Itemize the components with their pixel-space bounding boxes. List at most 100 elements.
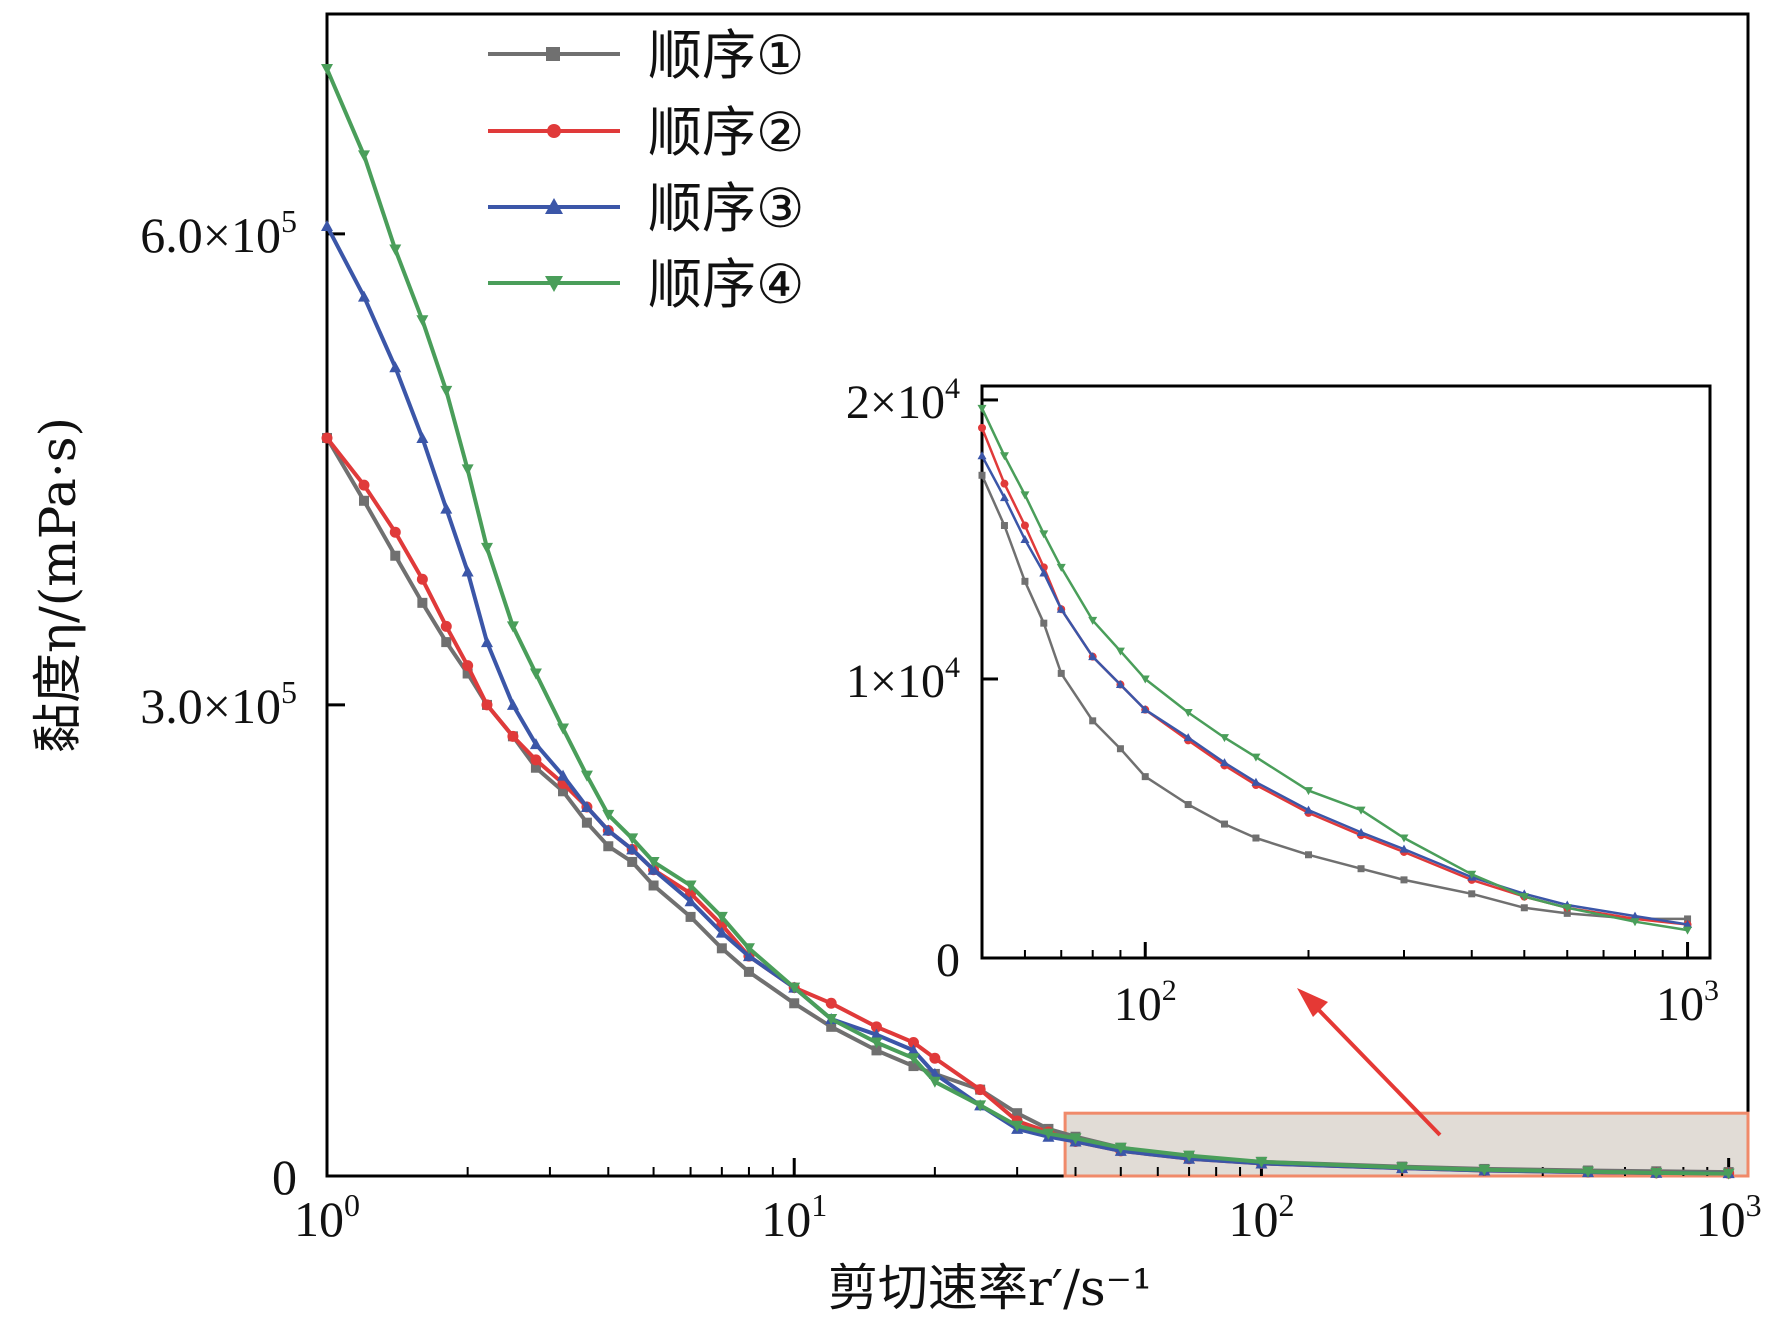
legend-label-1: 顺序① (648, 24, 804, 87)
x-axis-title: 剪切速率r′/s⁻¹ (828, 1259, 1152, 1317)
main-data-point (826, 1021, 837, 1032)
main-data-point (788, 982, 801, 994)
x-tick-label: 102 (1228, 1187, 1294, 1247)
main-data-point (530, 754, 542, 766)
legend-label-4: 顺序④ (648, 253, 804, 316)
main-data-point (871, 1045, 882, 1056)
highlight-arrow (1310, 1001, 1442, 1137)
main-data-point (870, 1028, 883, 1040)
inset-data-point (1303, 805, 1313, 814)
inset-data-point (1252, 834, 1260, 842)
inset-data-point (1089, 717, 1097, 725)
main-data-point (648, 880, 659, 891)
main-data-point (870, 1021, 882, 1033)
main-data-point (627, 856, 638, 867)
inset-y-tick-label: 0 (936, 934, 960, 987)
inset-data-point (1040, 619, 1048, 627)
main-data-point (580, 800, 593, 812)
main-data-point (462, 668, 473, 679)
main-data-point (557, 723, 570, 735)
inset-data-point (1251, 777, 1261, 786)
inset-data-point (1562, 904, 1572, 913)
main-data-point (1114, 1142, 1127, 1154)
main-data-point (321, 432, 333, 444)
main-data-point (358, 495, 369, 506)
inset-data-point (1467, 870, 1477, 879)
main-data-point (1011, 1120, 1024, 1132)
main-data-point (440, 385, 453, 397)
main-data-point (603, 841, 614, 852)
legend-label-3: 顺序③ (648, 177, 804, 240)
inset-y-tick-label: 2×104 (846, 372, 960, 429)
inset-data-point (1356, 806, 1366, 815)
legend-item-4: 顺序④ (488, 253, 804, 316)
inset-data-point (1115, 680, 1125, 689)
main-data-point (1012, 1108, 1023, 1119)
main-data-point (416, 315, 429, 327)
inset-series-square (978, 471, 1692, 923)
main-data-point (506, 621, 519, 633)
inset-data-point (1251, 753, 1261, 762)
inset-data-point (1304, 851, 1312, 859)
inset-data-point (1020, 521, 1029, 530)
main-data-point (1255, 1156, 1268, 1168)
main-data-point (390, 550, 401, 561)
inset-data-point (1683, 926, 1693, 935)
main-series-triangle-down (321, 63, 1735, 1180)
main-data-point (907, 1053, 920, 1065)
main-data-point (580, 770, 593, 782)
main-data-point (506, 698, 519, 710)
y-tick-label: 0 (272, 1149, 297, 1205)
main-data-point (602, 824, 615, 836)
inset-data-point (1088, 616, 1098, 625)
main-data-point (789, 998, 800, 1009)
inset-data-point (1183, 708, 1193, 717)
main-data-point (321, 63, 333, 75)
inset-data-point (1356, 827, 1366, 836)
main-data-point (389, 526, 401, 538)
main-data-point (1650, 1167, 1663, 1179)
inset-x-tick-label: 102 (1114, 974, 1177, 1031)
legend-label-2: 顺序② (648, 101, 804, 164)
y-tick-label: 3.0×105 (140, 674, 297, 734)
main-data-point (626, 833, 639, 845)
inset-data-point (1140, 675, 1150, 684)
main-data-point (530, 762, 541, 773)
legend: 顺序① 顺序② 顺序③ 顺序④ (488, 24, 804, 316)
main-data-point (416, 431, 429, 443)
inset-data-point (1020, 534, 1030, 543)
inset-data-point (999, 493, 1009, 502)
y-axis-title: 黏度η/(mPa·s) (29, 417, 87, 753)
inset-data-point (977, 404, 987, 413)
x-tick-label: 100 (294, 1187, 360, 1247)
main-data-point (908, 1061, 919, 1072)
legend-item-1: 顺序① (488, 24, 804, 87)
inset-data-point (978, 471, 986, 479)
inset-data-point (977, 451, 987, 460)
main-data-point (558, 786, 569, 797)
x-tick-label: 101 (761, 1187, 827, 1247)
main-data-point (440, 620, 452, 632)
inset-data-point (1141, 773, 1149, 781)
main-data-point (929, 1052, 941, 1064)
main-data-point (684, 895, 697, 907)
legend-item-2: 顺序② (488, 101, 804, 164)
inset-data-point (1219, 758, 1229, 767)
y-tick-label: 6.0×105 (140, 203, 297, 263)
main-data-point (1722, 1168, 1735, 1180)
main-data-point (529, 668, 542, 680)
x-tick-label: 103 (1696, 1187, 1762, 1247)
main-data-point (870, 1037, 883, 1049)
inset-data-point (1000, 522, 1008, 530)
inset-data-point (1630, 911, 1640, 920)
main-data-point (507, 730, 519, 742)
inset-data-point (1357, 865, 1365, 873)
main-data-point (581, 817, 592, 828)
main-data-point (441, 637, 452, 648)
inset-data-point (1220, 820, 1228, 828)
main-data-point (480, 636, 493, 648)
main-data-point (825, 997, 837, 1009)
main-data-point (907, 1037, 919, 1049)
inset-y-tick-label: 1×104 (846, 651, 960, 708)
main-data-point (389, 361, 402, 373)
